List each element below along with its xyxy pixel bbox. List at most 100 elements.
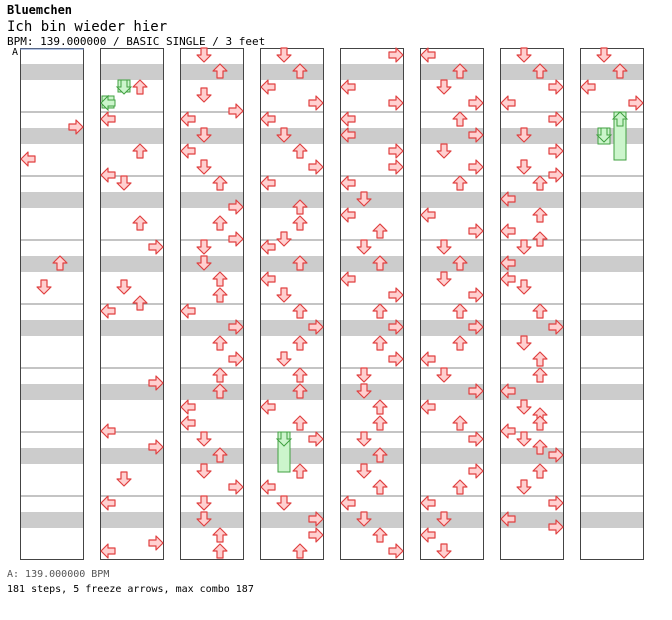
step-arrow-down	[196, 511, 212, 527]
step-arrow-left	[420, 47, 436, 63]
column-border	[100, 48, 164, 560]
song-title: Ich bin wieder hier	[7, 19, 168, 35]
step-arrow-down	[436, 543, 452, 559]
step-arrow-left	[180, 143, 196, 159]
step-arrow-left	[260, 79, 276, 95]
step-arrow-up	[452, 479, 468, 495]
step-arrow-right	[548, 143, 564, 159]
stripe	[420, 448, 484, 464]
freeze-arrow-head	[115, 79, 133, 95]
step-arrow-down	[196, 255, 212, 271]
step-arrow-left	[100, 167, 116, 183]
step-arrow-down	[516, 431, 532, 447]
step-arrow-up	[212, 383, 228, 399]
stripe	[420, 128, 484, 144]
freeze-arrow-head	[100, 94, 116, 112]
step-arrow-left	[100, 423, 116, 439]
stripe	[20, 192, 84, 208]
step-arrow-up	[52, 255, 68, 271]
step-arrow-right	[388, 543, 404, 559]
column-border	[340, 48, 404, 560]
step-arrow-down	[116, 471, 132, 487]
step-arrow-up	[532, 439, 548, 455]
step-arrow-up	[532, 351, 548, 367]
step-arrow-left	[340, 495, 356, 511]
step-arrow-down	[516, 47, 532, 63]
step-arrow-left	[340, 207, 356, 223]
step-arrow-right	[468, 383, 484, 399]
stripe	[580, 64, 644, 80]
stripe	[260, 256, 324, 272]
stripe	[100, 320, 164, 336]
step-arrow-right	[228, 319, 244, 335]
step-arrow-down	[276, 231, 292, 247]
stripe	[20, 448, 84, 464]
step-arrow-right	[148, 239, 164, 255]
step-arrow-up	[452, 335, 468, 351]
step-arrow-up	[292, 143, 308, 159]
step-arrow-right	[468, 431, 484, 447]
stripe	[580, 512, 644, 528]
step-arrow-down	[596, 47, 612, 63]
step-arrow-left	[420, 351, 436, 367]
stripe	[420, 384, 484, 400]
step-arrow-left	[260, 111, 276, 127]
step-arrow-right	[148, 375, 164, 391]
step-arrow-down	[356, 383, 372, 399]
step-arrow-up	[292, 383, 308, 399]
step-arrow-down	[196, 159, 212, 175]
step-arrow-left	[100, 111, 116, 127]
stripe	[180, 128, 244, 144]
step-arrow-left	[100, 303, 116, 319]
stripe	[420, 192, 484, 208]
step-arrow-right	[388, 47, 404, 63]
step-arrow-up	[452, 303, 468, 319]
stripe	[580, 384, 644, 400]
step-arrow-down	[196, 47, 212, 63]
step-arrow-up	[532, 367, 548, 383]
stripe	[20, 320, 84, 336]
step-arrow-down	[356, 191, 372, 207]
step-arrow-up	[292, 463, 308, 479]
stripe	[20, 256, 84, 272]
step-arrow-up	[212, 271, 228, 287]
step-arrow-left	[500, 255, 516, 271]
stripe	[420, 64, 484, 80]
step-arrow-up	[132, 79, 148, 95]
step-arrow-left	[180, 399, 196, 415]
step-arrow-up	[292, 215, 308, 231]
step-arrow-up	[532, 63, 548, 79]
step-arrow-up	[212, 447, 228, 463]
chart-column-8	[580, 47, 644, 560]
column-border	[500, 48, 564, 560]
step-arrow-up	[292, 415, 308, 431]
step-arrow-down	[276, 127, 292, 143]
step-arrow-left	[180, 415, 196, 431]
step-arrow-down	[436, 367, 452, 383]
step-arrow-up	[212, 175, 228, 191]
step-arrow-right	[308, 95, 324, 111]
step-arrow-down	[516, 127, 532, 143]
step-arrow-right	[228, 479, 244, 495]
stripe	[260, 384, 324, 400]
bpm-marker-label: A	[12, 47, 19, 58]
stripe	[100, 448, 164, 464]
column-border	[260, 48, 324, 560]
stripe	[260, 448, 324, 464]
chart-stats: 181 steps, 5 freeze arrows, max combo 18…	[7, 584, 254, 595]
step-arrow-down	[516, 159, 532, 175]
step-arrow-down	[516, 279, 532, 295]
step-arrow-right	[308, 431, 324, 447]
step-arrow-up	[372, 335, 388, 351]
stripe	[260, 128, 324, 144]
stripe	[340, 128, 404, 144]
stripe	[340, 192, 404, 208]
step-arrow-left	[100, 543, 116, 559]
stripe	[100, 256, 164, 272]
step-arrow-left	[340, 79, 356, 95]
step-arrow-left	[260, 399, 276, 415]
step-arrow-right	[548, 519, 564, 535]
stripe	[20, 512, 84, 528]
stripe	[500, 192, 564, 208]
step-arrow-up	[212, 543, 228, 559]
